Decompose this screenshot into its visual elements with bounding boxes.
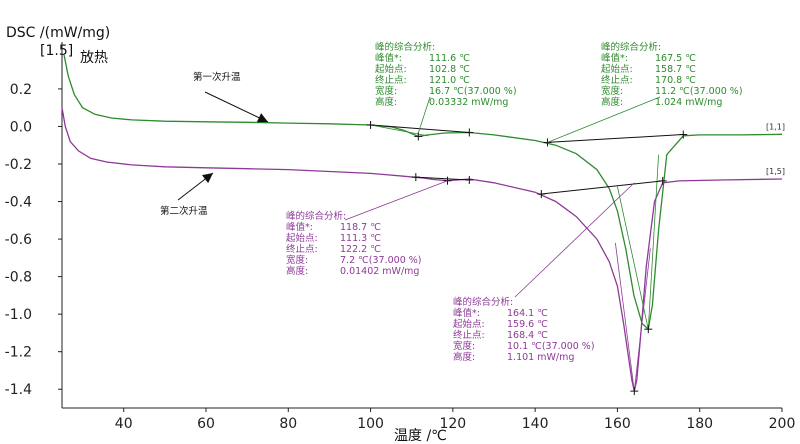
annotation-key: 终止点: [286,243,318,255]
x-tick-label: 200 [769,416,796,432]
annotation-value: 118.7 ℃ [340,222,381,233]
annotation-key: 高度: [601,96,623,108]
annotation-key: 起始点: [286,232,318,244]
annotation-key: 起始点: [375,63,407,75]
annotation-title: 峰的综合分析: [375,41,435,53]
annotation-key: 起始点: [453,318,485,330]
annotation-key: 宽度: [375,85,397,97]
analysis-line [647,154,659,330]
annotation-value: 1.101 mW/mg [507,352,574,363]
x-tick-label: 120 [439,416,466,432]
x-tick-label: 80 [279,416,297,432]
y-tick-label: -0.6 [5,232,32,248]
annotation-leader [547,96,661,143]
annotation-key: 终止点: [601,74,633,86]
exo-label: 放热 [80,50,108,66]
annotation-key: 峰值*: [375,52,402,64]
annotation-leader [514,182,635,298]
baseline [415,176,470,181]
arrow-head [202,173,213,184]
y-tick-label: -1.2 [5,345,32,361]
annotation-value: 0.03332 mW/mg [429,97,508,108]
annotation-value: 170.8 ℃ [655,75,696,86]
annotation-value: 0.01402 mW/mg [340,266,419,277]
series-line-2 [61,107,783,392]
annotation-key: 高度: [286,265,308,277]
annotation-value: 7.2 ℃(37.000 %) [340,255,422,266]
annotation-key: 终止点: [453,329,485,341]
annotation-value: 167.5 ℃ [655,53,696,64]
annotation-value: 102.8 ℃ [429,64,470,75]
analysis-line [617,186,649,330]
annotation-value: 121.0 ℃ [429,75,470,86]
annotation-key: 峰值*: [286,221,313,233]
y-tick-label: -1.0 [5,307,32,323]
annotation-leader [417,96,431,134]
y-tick-label: -0.8 [5,270,32,286]
annotation-key: 高度: [375,96,397,108]
axes: 0.2 0.0 -0.2 -0.4 -0.6 -0.8 -1.0 -1.2 -1.4 40 60 80… [5,42,796,432]
x-tick-label: 160 [604,416,631,432]
annotation-title: 峰的综合分析: [286,210,346,222]
arrow-head [256,113,268,123]
annotation-key: 宽度: [453,340,475,352]
x-tick-label: 180 [686,416,713,432]
y-tick-label: -0.4 [5,195,32,211]
x-tick-label: 140 [522,416,549,432]
annotation-key: 终止点: [375,74,407,86]
peak-analysis-layer [366,120,688,396]
curve-label: 第一次升温 [193,71,241,83]
exo-marker: [1.5] [40,43,73,59]
annotation-value: 111.3 ℃ [340,233,381,244]
y-tick-label: 0.0 [10,119,32,135]
annotation-title: 峰的综合分析: [453,296,513,308]
x-tick-label: 100 [357,416,384,432]
annotation-key: 起始点: [601,63,633,75]
annotation-key: 宽度: [286,254,308,266]
y-axis-title: DSC /(mW/mg) [6,25,110,41]
y-tick-label: -1.4 [5,382,32,398]
curve-label-arrow [204,91,269,123]
analysis-line [633,248,651,392]
y-tick-label: 0.2 [10,82,32,98]
annotation-value: 16.7 ℃(37.000 %) [429,86,517,97]
annotation-value: 111.6 ℃ [429,53,470,64]
annotation-key: 峰值*: [601,52,628,64]
annotation-key: 高度: [453,351,475,363]
annotation-value: 11.2 ℃(37.000 %) [655,86,743,97]
annotation-value: 168.4 ℃ [507,330,548,341]
annotation-value: 159.6 ℃ [507,319,548,330]
annotation-value: 1.024 mW/mg [655,97,722,108]
annotation-value: 10.1 ℃(37.000 %) [507,341,595,352]
baseline [541,180,663,195]
series-end-tag: [1,1] [766,122,785,131]
x-axis-title: 温度 /℃ [394,428,447,444]
x-tick-label: 40 [115,416,133,432]
analysis-line [614,242,635,392]
annotation-value: 164.1 ℃ [507,308,548,319]
annotation-value: 122.2 ℃ [340,244,381,255]
series-end-tag: [1,5] [766,167,785,176]
baseline [547,134,684,143]
y-tick-label: -0.2 [5,157,32,173]
x-tick-label: 60 [197,416,215,432]
annotation-title: 峰的综合分析: [601,41,661,53]
annotation-key: 宽度: [601,85,623,97]
curve-label: 第二次升温 [160,205,208,217]
annotation-leader [344,180,448,221]
annotation-key: 峰值*: [453,307,480,319]
annotation-value: 158.7 ℃ [655,64,696,75]
